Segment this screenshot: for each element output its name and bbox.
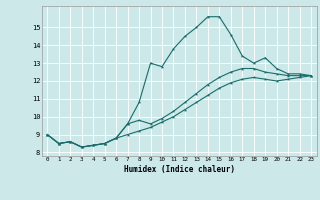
X-axis label: Humidex (Indice chaleur): Humidex (Indice chaleur) [124,165,235,174]
